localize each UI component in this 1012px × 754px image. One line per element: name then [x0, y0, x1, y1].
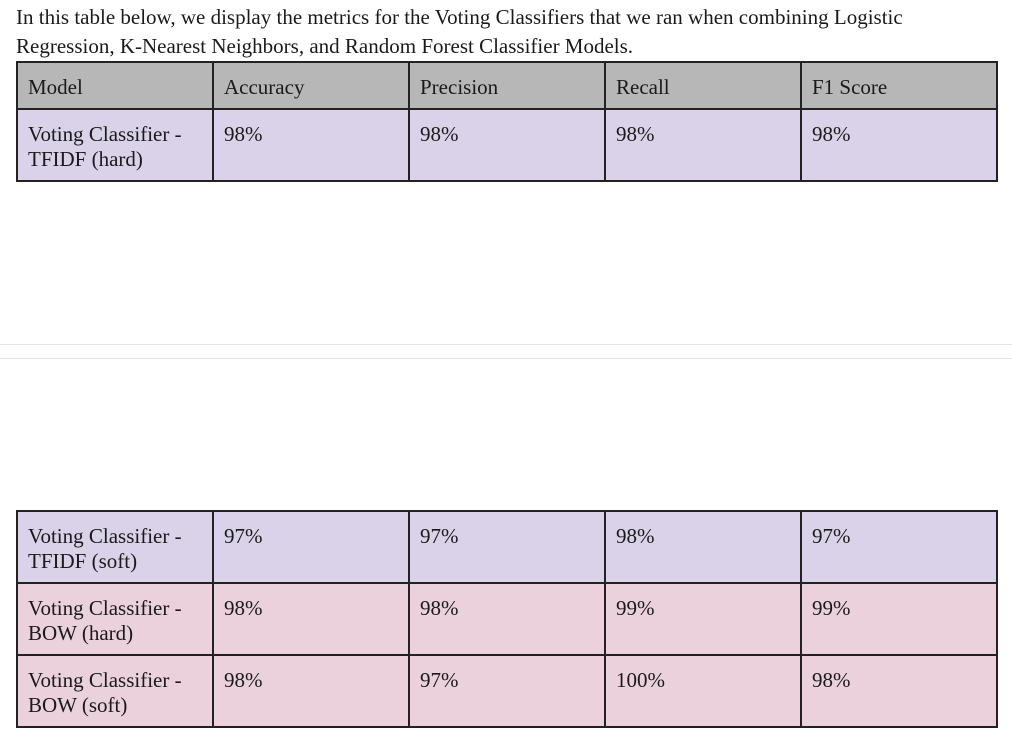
cell-accuracy: 98%	[212, 108, 410, 182]
cell-accuracy: 98%	[212, 582, 410, 656]
table-row: Voting Classifier - BOW (hard) 98% 98% 9…	[16, 582, 998, 656]
cell-recall: 98%	[604, 108, 802, 182]
cell-recall: 99%	[604, 582, 802, 656]
page-divider	[0, 358, 1012, 359]
header-model: Model	[16, 61, 214, 110]
cell-precision: 98%	[408, 108, 606, 182]
header-f1-score: F1 Score	[800, 61, 998, 110]
cell-model: Voting Classifier - BOW (hard)	[16, 582, 214, 656]
header-precision: Precision	[408, 61, 606, 110]
intro-paragraph: In this table below, we display the metr…	[16, 5, 903, 58]
page-divider	[0, 344, 1012, 345]
cell-accuracy: 97%	[212, 510, 410, 584]
header-recall: Recall	[604, 61, 802, 110]
table-row: Voting Classifier - BOW (soft) 98% 97% 1…	[16, 654, 998, 728]
cell-recall: 98%	[604, 510, 802, 584]
metrics-table-bottom: Voting Classifier - TFIDF (soft) 97% 97%…	[16, 510, 998, 728]
header-accuracy: Accuracy	[212, 61, 410, 110]
cell-recall: 100%	[604, 654, 802, 728]
table-row: Voting Classifier - TFIDF (soft) 97% 97%…	[16, 510, 998, 584]
table-header-row: Model Accuracy Precision Recall F1 Score	[16, 61, 998, 110]
metrics-table-top: Model Accuracy Precision Recall F1 Score…	[16, 61, 998, 182]
cell-model: Voting Classifier - TFIDF (soft)	[16, 510, 214, 584]
cell-precision: 97%	[408, 654, 606, 728]
cell-precision: 98%	[408, 582, 606, 656]
cell-model: Voting Classifier - TFIDF (hard)	[16, 108, 214, 182]
cell-f1: 98%	[800, 654, 998, 728]
table-row: Voting Classifier - TFIDF (hard) 98% 98%…	[16, 108, 998, 182]
cell-model: Voting Classifier - BOW (soft)	[16, 654, 214, 728]
cell-f1: 98%	[800, 108, 998, 182]
cell-accuracy: 98%	[212, 654, 410, 728]
cell-f1: 97%	[800, 510, 998, 584]
cell-f1: 99%	[800, 582, 998, 656]
cell-precision: 97%	[408, 510, 606, 584]
